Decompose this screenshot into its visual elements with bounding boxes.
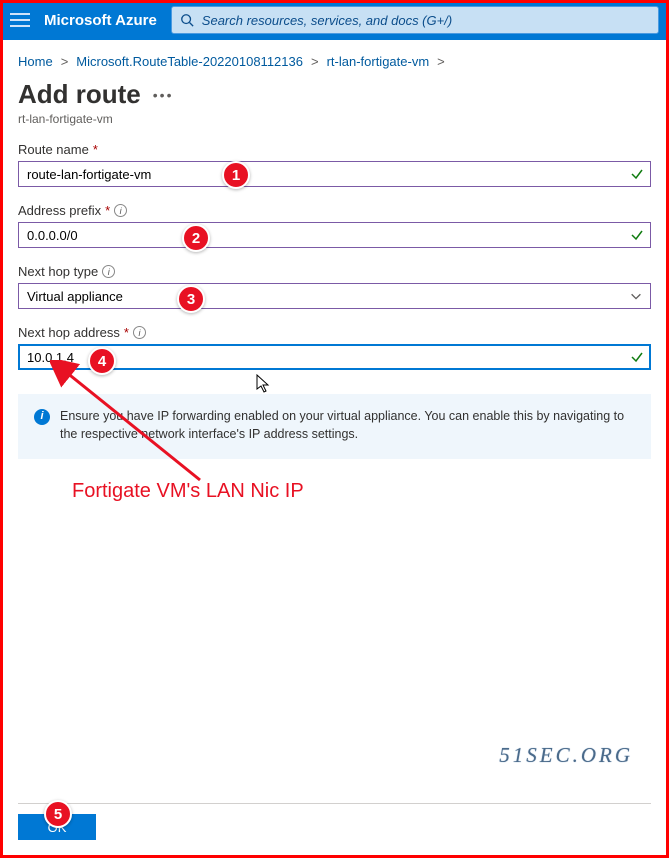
info-icon[interactable]: i [114,204,127,217]
search-input[interactable] [202,13,650,28]
info-icon[interactable]: i [133,326,146,339]
callout-badge-5: 5 [44,800,72,828]
breadcrumb-rtlan[interactable]: rt-lan-fortigate-vm [327,54,430,69]
hamburger-menu-icon[interactable] [10,10,30,30]
check-icon [629,166,645,182]
infobox-text: Ensure you have IP forwarding enabled on… [60,408,635,443]
required-marker: * [105,203,110,218]
callout-badge-4: 4 [88,347,116,375]
azure-topbar: Microsoft Azure [0,0,669,40]
add-route-form: Route name * Address prefix * i Next hop… [0,142,669,370]
watermark: 51SEC.ORG [499,743,633,768]
callout-badge-1: 1 [222,161,250,189]
address-prefix-label: Address prefix [18,203,101,218]
next-hop-type-select[interactable] [18,283,651,309]
field-next-hop-type: Next hop type i [18,264,651,309]
breadcrumb-separator: > [437,54,445,69]
callout-badge-3: 3 [177,285,205,313]
annotation-text: Fortigate VM's LAN Nic IP [72,480,304,503]
next-hop-address-label: Next hop address [18,325,120,340]
required-marker: * [93,142,98,157]
global-search[interactable] [171,6,659,34]
breadcrumb-separator: > [61,54,69,69]
field-route-name: Route name * [18,142,651,187]
route-name-label: Route name [18,142,89,157]
search-icon [180,13,194,27]
mouse-cursor-icon [256,374,272,394]
page-heading: Add route ••• [0,75,669,112]
bottom-separator [18,803,651,804]
field-address-prefix: Address prefix * i [18,203,651,248]
info-badge-icon: i [34,409,50,425]
address-prefix-input[interactable] [18,222,651,248]
info-icon[interactable]: i [102,265,115,278]
check-icon [629,227,645,243]
breadcrumb-separator: > [311,54,319,69]
more-actions-icon[interactable]: ••• [153,87,174,103]
breadcrumb: Home > Microsoft.RouteTable-202201081121… [0,40,669,75]
brand-label: Microsoft Azure [44,12,157,29]
next-hop-type-label: Next hop type [18,264,98,279]
route-name-input[interactable] [18,161,651,187]
page-title: Add route [18,79,141,110]
required-marker: * [124,325,129,340]
breadcrumb-home[interactable]: Home [18,54,53,69]
check-icon [629,349,645,365]
page-subtitle: rt-lan-fortigate-vm [0,112,669,142]
callout-badge-2: 2 [182,224,210,252]
ip-forwarding-infobox: i Ensure you have IP forwarding enabled … [18,394,651,459]
breadcrumb-routetable[interactable]: Microsoft.RouteTable-20220108112136 [76,54,303,69]
